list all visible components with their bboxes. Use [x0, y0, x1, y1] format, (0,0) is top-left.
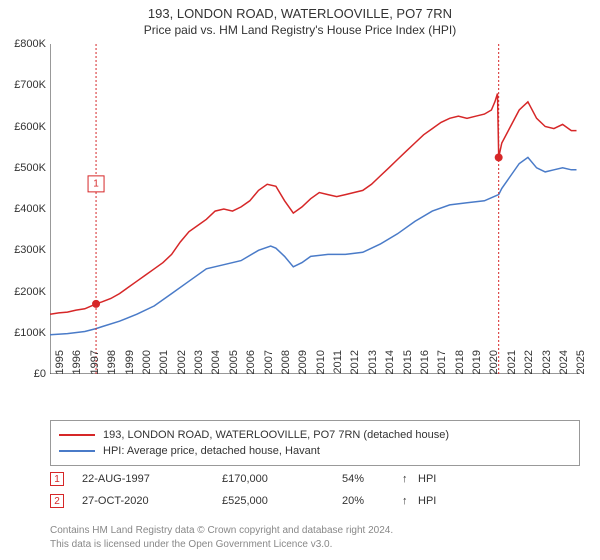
x-tick-label: 2015 — [402, 350, 414, 380]
chart-title-line2: Price paid vs. HM Land Registry's House … — [0, 21, 600, 37]
y-tick-label: £200K — [4, 286, 46, 298]
x-tick-label: 2007 — [263, 350, 275, 380]
x-tick-label: 2025 — [575, 350, 587, 380]
legend-row-main: 193, LONDON ROAD, WATERLOOVILLE, PO7 7RN… — [59, 427, 571, 443]
chart-svg: 12 — [50, 44, 580, 374]
transaction-date: 22-AUG-1997 — [82, 473, 222, 485]
x-tick-label: 2014 — [384, 350, 396, 380]
y-tick-label: £600K — [4, 121, 46, 133]
x-tick-label: 2023 — [541, 350, 553, 380]
marker-number: 1 — [93, 178, 99, 189]
y-tick-label: £300K — [4, 244, 46, 256]
x-tick-label: 1996 — [71, 350, 83, 380]
legend-swatch-hpi — [59, 450, 95, 452]
series-hpi — [50, 157, 577, 334]
y-tick-label: £100K — [4, 327, 46, 339]
footer-line2: This data is licensed under the Open Gov… — [50, 538, 580, 552]
legend-row-hpi: HPI: Average price, detached house, Hava… — [59, 443, 571, 459]
legend-label-main: 193, LONDON ROAD, WATERLOOVILLE, PO7 7RN… — [103, 429, 449, 441]
x-tick-label: 2000 — [141, 350, 153, 380]
x-tick-label: 2019 — [471, 350, 483, 380]
series-main — [50, 94, 577, 315]
transaction-pct: 20% — [342, 495, 402, 507]
y-tick-label: £700K — [4, 79, 46, 91]
y-tick-label: £500K — [4, 162, 46, 174]
x-tick-label: 2016 — [419, 350, 431, 380]
x-tick-label: 2008 — [280, 350, 292, 380]
x-tick-label: 2017 — [436, 350, 448, 380]
transaction-marker-1: 1 — [50, 472, 64, 486]
y-tick-label: £400K — [4, 203, 46, 215]
x-tick-label: 1995 — [54, 350, 66, 380]
x-tick-label: 2003 — [193, 350, 205, 380]
chart-area: 12 £0£100K£200K£300K£400K£500K£600K£700K… — [50, 44, 580, 374]
x-tick-label: 1999 — [124, 350, 136, 380]
x-tick-label: 2004 — [210, 350, 222, 380]
marker-dot — [92, 300, 100, 308]
x-tick-label: 2013 — [367, 350, 379, 380]
x-tick-label: 2002 — [176, 350, 188, 380]
legend: 193, LONDON ROAD, WATERLOOVILLE, PO7 7RN… — [50, 420, 580, 466]
y-tick-label: £0 — [4, 368, 46, 380]
x-tick-label: 2010 — [315, 350, 327, 380]
transaction-hpi-label: HPI — [418, 495, 458, 507]
y-tick-label: £800K — [4, 38, 46, 50]
x-tick-label: 2018 — [454, 350, 466, 380]
x-tick-label: 2009 — [297, 350, 309, 380]
x-tick-label: 2001 — [158, 350, 170, 380]
arrow-up-icon: ↑ — [402, 495, 418, 507]
transaction-marker-2: 2 — [50, 494, 64, 508]
transaction-row: 1 22-AUG-1997 £170,000 54% ↑ HPI — [50, 468, 580, 490]
x-tick-label: 2005 — [228, 350, 240, 380]
x-tick-label: 1997 — [89, 350, 101, 380]
x-tick-label: 1998 — [106, 350, 118, 380]
footer-attribution: Contains HM Land Registry data © Crown c… — [50, 524, 580, 551]
transaction-pct: 54% — [342, 473, 402, 485]
transaction-date: 27-OCT-2020 — [82, 495, 222, 507]
x-tick-label: 2006 — [245, 350, 257, 380]
x-tick-label: 2020 — [488, 350, 500, 380]
transaction-hpi-label: HPI — [418, 473, 458, 485]
transaction-row: 2 27-OCT-2020 £525,000 20% ↑ HPI — [50, 490, 580, 512]
x-tick-label: 2021 — [506, 350, 518, 380]
x-tick-label: 2012 — [349, 350, 361, 380]
legend-swatch-main — [59, 434, 95, 436]
x-tick-label: 2011 — [332, 350, 344, 380]
transaction-price: £170,000 — [222, 473, 342, 485]
legend-label-hpi: HPI: Average price, detached house, Hava… — [103, 445, 320, 457]
x-tick-label: 2024 — [558, 350, 570, 380]
marker-dot — [495, 153, 503, 161]
chart-title-line1: 193, LONDON ROAD, WATERLOOVILLE, PO7 7RN — [0, 0, 600, 21]
transactions-table: 1 22-AUG-1997 £170,000 54% ↑ HPI 2 27-OC… — [50, 468, 580, 512]
arrow-up-icon: ↑ — [402, 473, 418, 485]
transaction-price: £525,000 — [222, 495, 342, 507]
x-tick-label: 2022 — [523, 350, 535, 380]
footer-line1: Contains HM Land Registry data © Crown c… — [50, 524, 580, 538]
